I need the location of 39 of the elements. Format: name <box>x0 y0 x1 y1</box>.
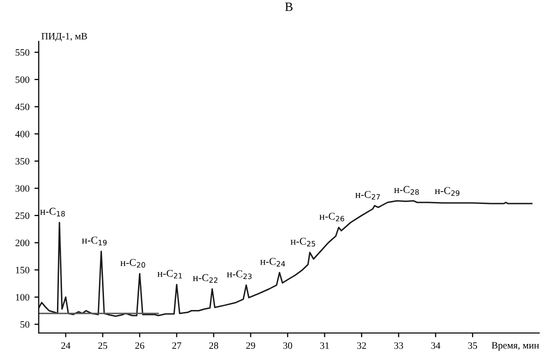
chart-title: В <box>285 2 292 11</box>
y-tick-label: 400 <box>15 130 30 138</box>
y-tick-label: 50 <box>20 321 30 328</box>
y-tick-label: 150 <box>16 266 30 274</box>
x-tick-label: 26 <box>135 342 144 349</box>
y-tick-label: 250 <box>16 212 30 219</box>
x-tick-label: 33 <box>394 342 404 349</box>
y-tick-label: 450 <box>15 104 30 110</box>
x-tick-label: 29 <box>246 342 256 349</box>
y-tick-label: 500 <box>16 76 30 83</box>
x-tick-label: 31 <box>320 342 329 349</box>
x-tick-label: 27 <box>172 342 182 349</box>
x-tick-label: 35 <box>468 342 478 349</box>
annotation: н-C$_{21}$ <box>157 270 182 278</box>
annotation: н-C$_{20}$ <box>120 258 146 268</box>
x-tick-label: 32 <box>357 342 366 349</box>
annotation: н-C$_{28}$ <box>394 186 419 195</box>
annotation: н-C$_{19}$ <box>82 236 107 246</box>
annotation: н-C$_{26}$ <box>319 212 344 222</box>
y-tick-label: 550 <box>16 49 30 56</box>
annotation: н-C$_{25}$ <box>290 238 316 246</box>
line-series <box>38 200 532 317</box>
annotation: н-C$_{24}$ <box>260 258 286 266</box>
x-tick-label: 24 <box>61 342 70 349</box>
annotation: н-C$_{29}$ <box>434 187 460 196</box>
y-tick-label: 100 <box>16 294 30 301</box>
y-tick-label: 350 <box>16 158 30 165</box>
annotation: н-C$_{23}$ <box>226 270 252 280</box>
annotation: н-C$_{22}$ <box>192 274 218 283</box>
x-tick-label: 25 <box>98 342 108 349</box>
y-tick-label: 300 <box>16 185 30 192</box>
annotation: н-C$_{27}$ <box>355 190 380 200</box>
x-tick-label: 30 <box>283 342 292 349</box>
x-tick-label: 28 <box>209 342 218 349</box>
annotation: н-C$_{18}$ <box>40 208 65 217</box>
y-axis-title: ПИД-1, мВ <box>41 32 88 42</box>
x-axis-title: Время, мин <box>492 342 539 351</box>
x-tick-label: 34 <box>431 342 440 349</box>
y-tick-label: 200 <box>16 240 30 246</box>
